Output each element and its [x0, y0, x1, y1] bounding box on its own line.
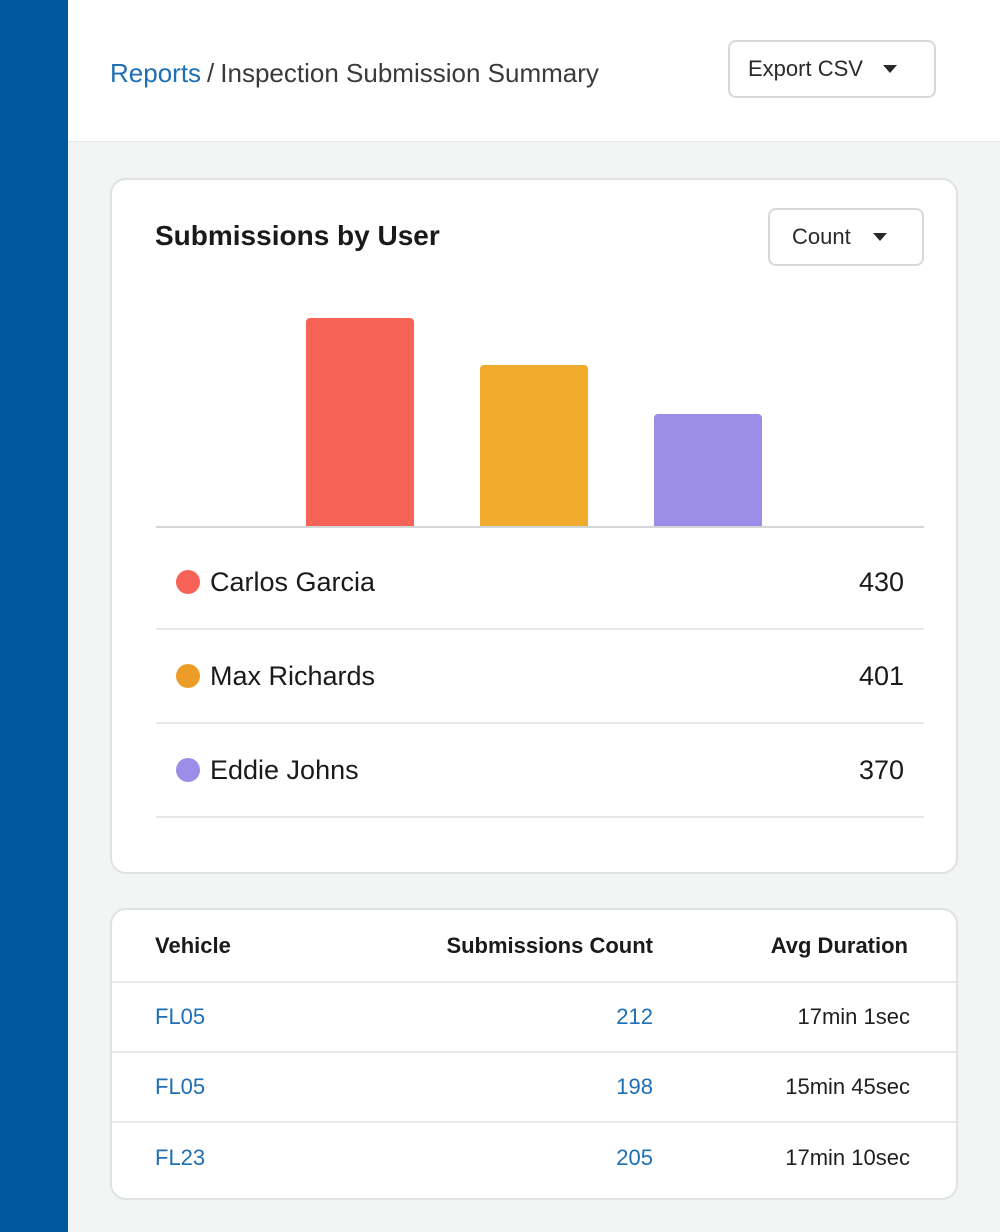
legend-value: 430 — [858, 566, 904, 597]
caret-down-icon — [882, 65, 897, 73]
header-vehicle: Vehicle — [155, 932, 231, 958]
legend-value: 370 — [858, 754, 904, 785]
page-header: Reports / Inspection Submission Summary Ex… — [68, 0, 1000, 142]
legend-row: Eddie Johns 370 — [156, 724, 924, 818]
legend-color-dot — [176, 758, 200, 782]
legend-color-dot — [176, 570, 200, 594]
metric-select-label: Count — [792, 224, 851, 249]
vehicle-link[interactable]: FL23 — [155, 1145, 206, 1170]
legend-user-name: Carlos Garcia — [210, 566, 376, 597]
chart-bar[interactable] — [306, 318, 414, 526]
breadcrumb: Reports / Inspection Submission Summary — [110, 58, 599, 88]
vehicle-link[interactable]: FL05 — [155, 1004, 206, 1029]
avg-duration: 15min 45sec — [785, 1074, 910, 1099]
chart-title: Submissions by User — [155, 220, 440, 251]
chart-legend: Carlos Garcia 430 Max Richards 401 Eddie Joh… — [156, 536, 924, 818]
header-submissions-count: Submissions Count — [446, 932, 653, 958]
export-csv-button[interactable]: Export CSV — [728, 40, 936, 98]
vehicle-link[interactable]: FL05 — [155, 1074, 206, 1099]
table-header: Vehicle Submissions Count Avg Duration — [112, 910, 956, 983]
left-nav-rail — [0, 0, 68, 1232]
submissions-count-link[interactable]: 198 — [616, 1074, 653, 1099]
legend-value: 401 — [858, 660, 904, 691]
table-row: FL05 198 15min 45sec — [112, 1053, 956, 1123]
legend-row: Carlos Garcia 430 — [156, 536, 924, 630]
breadcrumb-separator: / — [207, 58, 215, 88]
avg-duration: 17min 1sec — [797, 1004, 910, 1029]
breadcrumb-current: Inspection Submission Summary — [220, 58, 599, 88]
export-csv-label: Export CSV — [748, 56, 863, 81]
legend-user-name: Eddie Johns — [210, 754, 359, 785]
legend-user-name: Max Richards — [210, 660, 376, 691]
chart-baseline — [156, 526, 924, 528]
table-row: FL05 212 17min 1sec — [112, 983, 956, 1053]
vehicle-submissions-table: Vehicle Submissions Count Avg Duration F… — [110, 908, 958, 1200]
header-avg-duration: Avg Duration — [770, 932, 908, 958]
table-row: FL23 205 17min 10sec — [112, 1123, 956, 1193]
caret-down-icon — [872, 233, 887, 241]
legend-row: Max Richards 401 — [156, 630, 924, 724]
submissions-count-link[interactable]: 212 — [616, 1004, 653, 1029]
bar-chart — [156, 290, 924, 528]
legend-color-dot — [176, 664, 200, 688]
breadcrumb-reports-link[interactable]: Reports — [110, 58, 202, 88]
submissions-by-user-card: Submissions by User Count Carlos Garcia 4… — [110, 178, 958, 874]
metric-select[interactable]: Count — [768, 208, 924, 266]
avg-duration: 17min 10sec — [785, 1145, 910, 1170]
submissions-count-link[interactable]: 205 — [616, 1145, 653, 1170]
chart-bar[interactable] — [654, 414, 762, 526]
chart-bar[interactable] — [480, 365, 588, 526]
